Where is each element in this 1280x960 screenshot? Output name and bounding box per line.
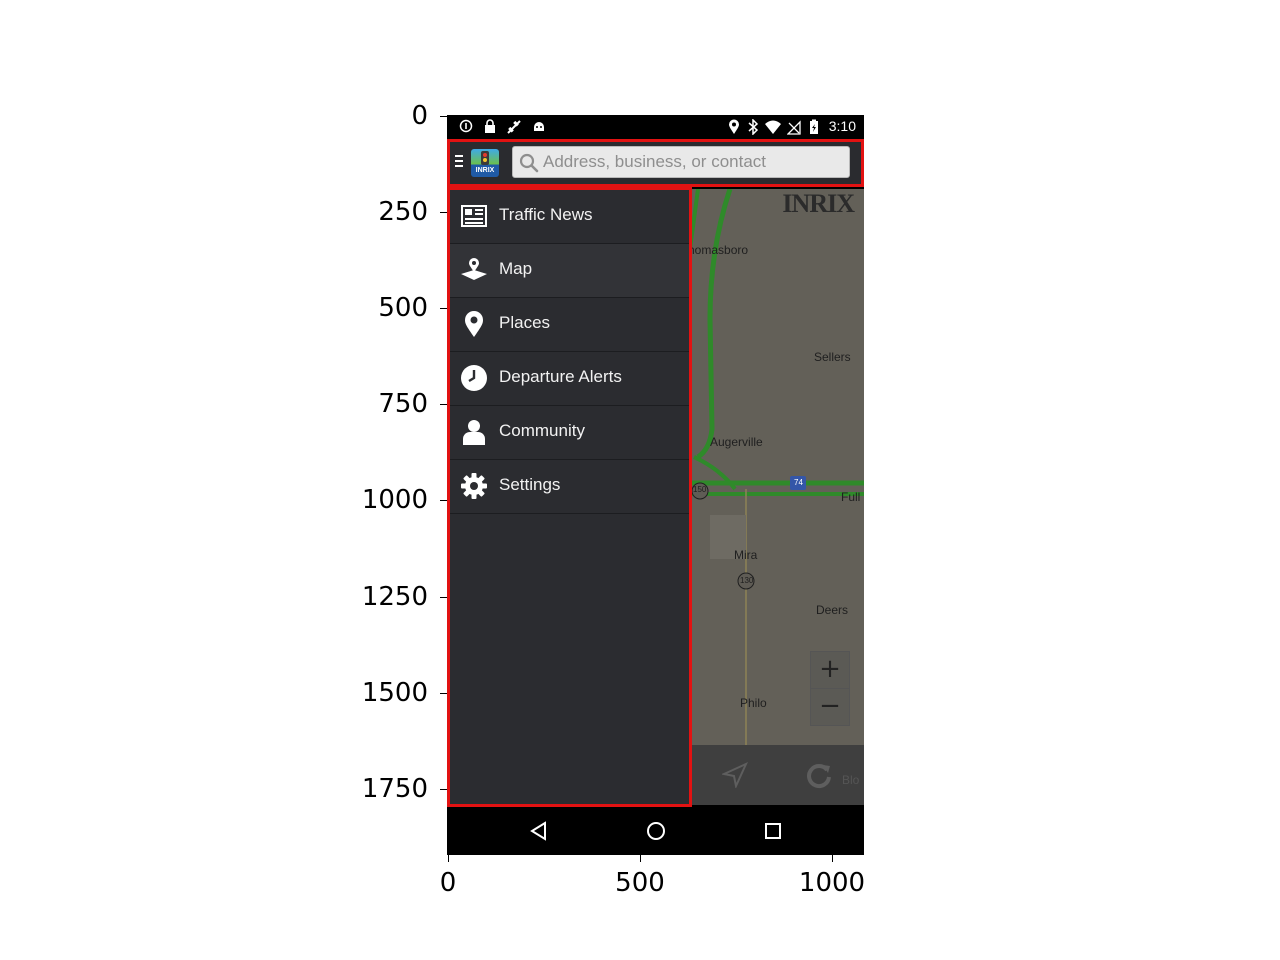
y-tick-label: 1250 (361, 582, 428, 612)
phone-screen: 3:10 INRIX (447, 115, 864, 855)
y-tick-label: 1500 (361, 678, 428, 708)
refresh-icon[interactable] (805, 761, 833, 789)
status-time: 3:10 (828, 118, 856, 134)
lock-icon (483, 119, 497, 136)
y-tick (440, 308, 447, 309)
newspaper-icon (461, 205, 487, 227)
y-tick (440, 789, 447, 790)
android-icon (532, 119, 546, 136)
app-logo-text: INRIX (475, 167, 495, 174)
navigation-drawer: Traffic News Map Places Departure Alerts (447, 187, 692, 807)
satellite-icon (506, 119, 522, 138)
map-label: homasboro (690, 243, 749, 257)
map-label: Sellers (814, 350, 851, 364)
app-bar: INRIX (447, 139, 864, 187)
drawer-item-places[interactable]: Places (450, 298, 689, 352)
x-tick (448, 855, 449, 862)
no-signal-icon (786, 119, 801, 138)
app-logo[interactable]: INRIX (471, 149, 499, 177)
map-label: Deers (816, 603, 849, 617)
y-tick-label: 750 (378, 389, 428, 419)
map-brand-logo: INRIX (782, 189, 855, 218)
gear-icon (461, 473, 487, 499)
x-tick-label: 0 (439, 868, 457, 898)
zoom-out-button[interactable]: − (810, 688, 850, 726)
battery-icon (809, 119, 819, 138)
route-shield: 150 (693, 485, 707, 494)
map-view[interactable]: INRIX homasboro Sellers Augerville Full … (690, 189, 864, 805)
route-shield: 130 (740, 576, 754, 585)
y-tick (440, 404, 447, 405)
x-tick-label: 500 (615, 868, 665, 898)
back-icon[interactable] (527, 819, 551, 843)
map-pin-icon (461, 258, 487, 280)
y-tick-label: 500 (378, 293, 428, 323)
navigation-arrow-icon[interactable] (722, 762, 748, 788)
y-tick-label: 250 (378, 197, 428, 227)
x-tick-label: 1000 (798, 868, 866, 898)
drawer-item-departure-alerts[interactable]: Departure Alerts (450, 352, 689, 406)
drawer-item-label: Departure Alerts (499, 367, 622, 386)
drawer-item-label: Map (499, 259, 533, 278)
interstate-shield: 74 (794, 478, 803, 487)
drawer-item-label: Settings (499, 475, 561, 494)
map-label: Full (841, 490, 861, 504)
drawer-item-label: Places (499, 313, 551, 332)
y-tick (440, 116, 447, 117)
drawer-item-label: Community (499, 421, 585, 440)
location-icon (728, 119, 740, 138)
y-tick-label: 1000 (361, 485, 428, 515)
system-navigation-bar (447, 807, 864, 855)
y-tick-label: 0 (411, 101, 428, 131)
drawer-item-community[interactable]: Community (450, 406, 689, 460)
status-bar: 3:10 (447, 115, 864, 139)
place-marker-icon (465, 311, 483, 337)
map-label: Mira (734, 548, 758, 562)
traffic-light-icon (481, 151, 489, 165)
drawer-item-label: Traffic News (499, 205, 593, 224)
search-box[interactable] (512, 146, 850, 178)
map-footer-bar: Blo (690, 745, 864, 805)
map-footer-label: Blo (842, 773, 860, 787)
info-icon (459, 119, 473, 136)
map-roads (690, 189, 864, 805)
map-label: Augerville (710, 435, 763, 449)
x-tick (640, 855, 641, 862)
y-tick (440, 212, 447, 213)
drawer-item-settings[interactable]: Settings (450, 460, 689, 514)
y-tick (440, 500, 447, 501)
wifi-icon (764, 119, 782, 138)
y-tick-label: 1750 (361, 774, 428, 804)
y-tick (440, 597, 447, 598)
search-input[interactable] (543, 149, 843, 175)
search-icon (519, 153, 539, 173)
x-tick (832, 855, 833, 862)
hamburger-menu-icon[interactable] (455, 155, 463, 171)
clock-icon (461, 365, 487, 391)
home-icon[interactable] (644, 819, 668, 843)
recents-icon[interactable] (761, 819, 785, 843)
person-icon (463, 420, 485, 445)
drawer-item-map[interactable]: Map (450, 244, 689, 298)
zoom-in-button[interactable]: + (810, 651, 850, 689)
y-tick (440, 693, 447, 694)
map-label: Philo (740, 696, 767, 710)
drawer-item-traffic-news[interactable]: Traffic News (450, 190, 689, 244)
bluetooth-icon (747, 118, 759, 138)
